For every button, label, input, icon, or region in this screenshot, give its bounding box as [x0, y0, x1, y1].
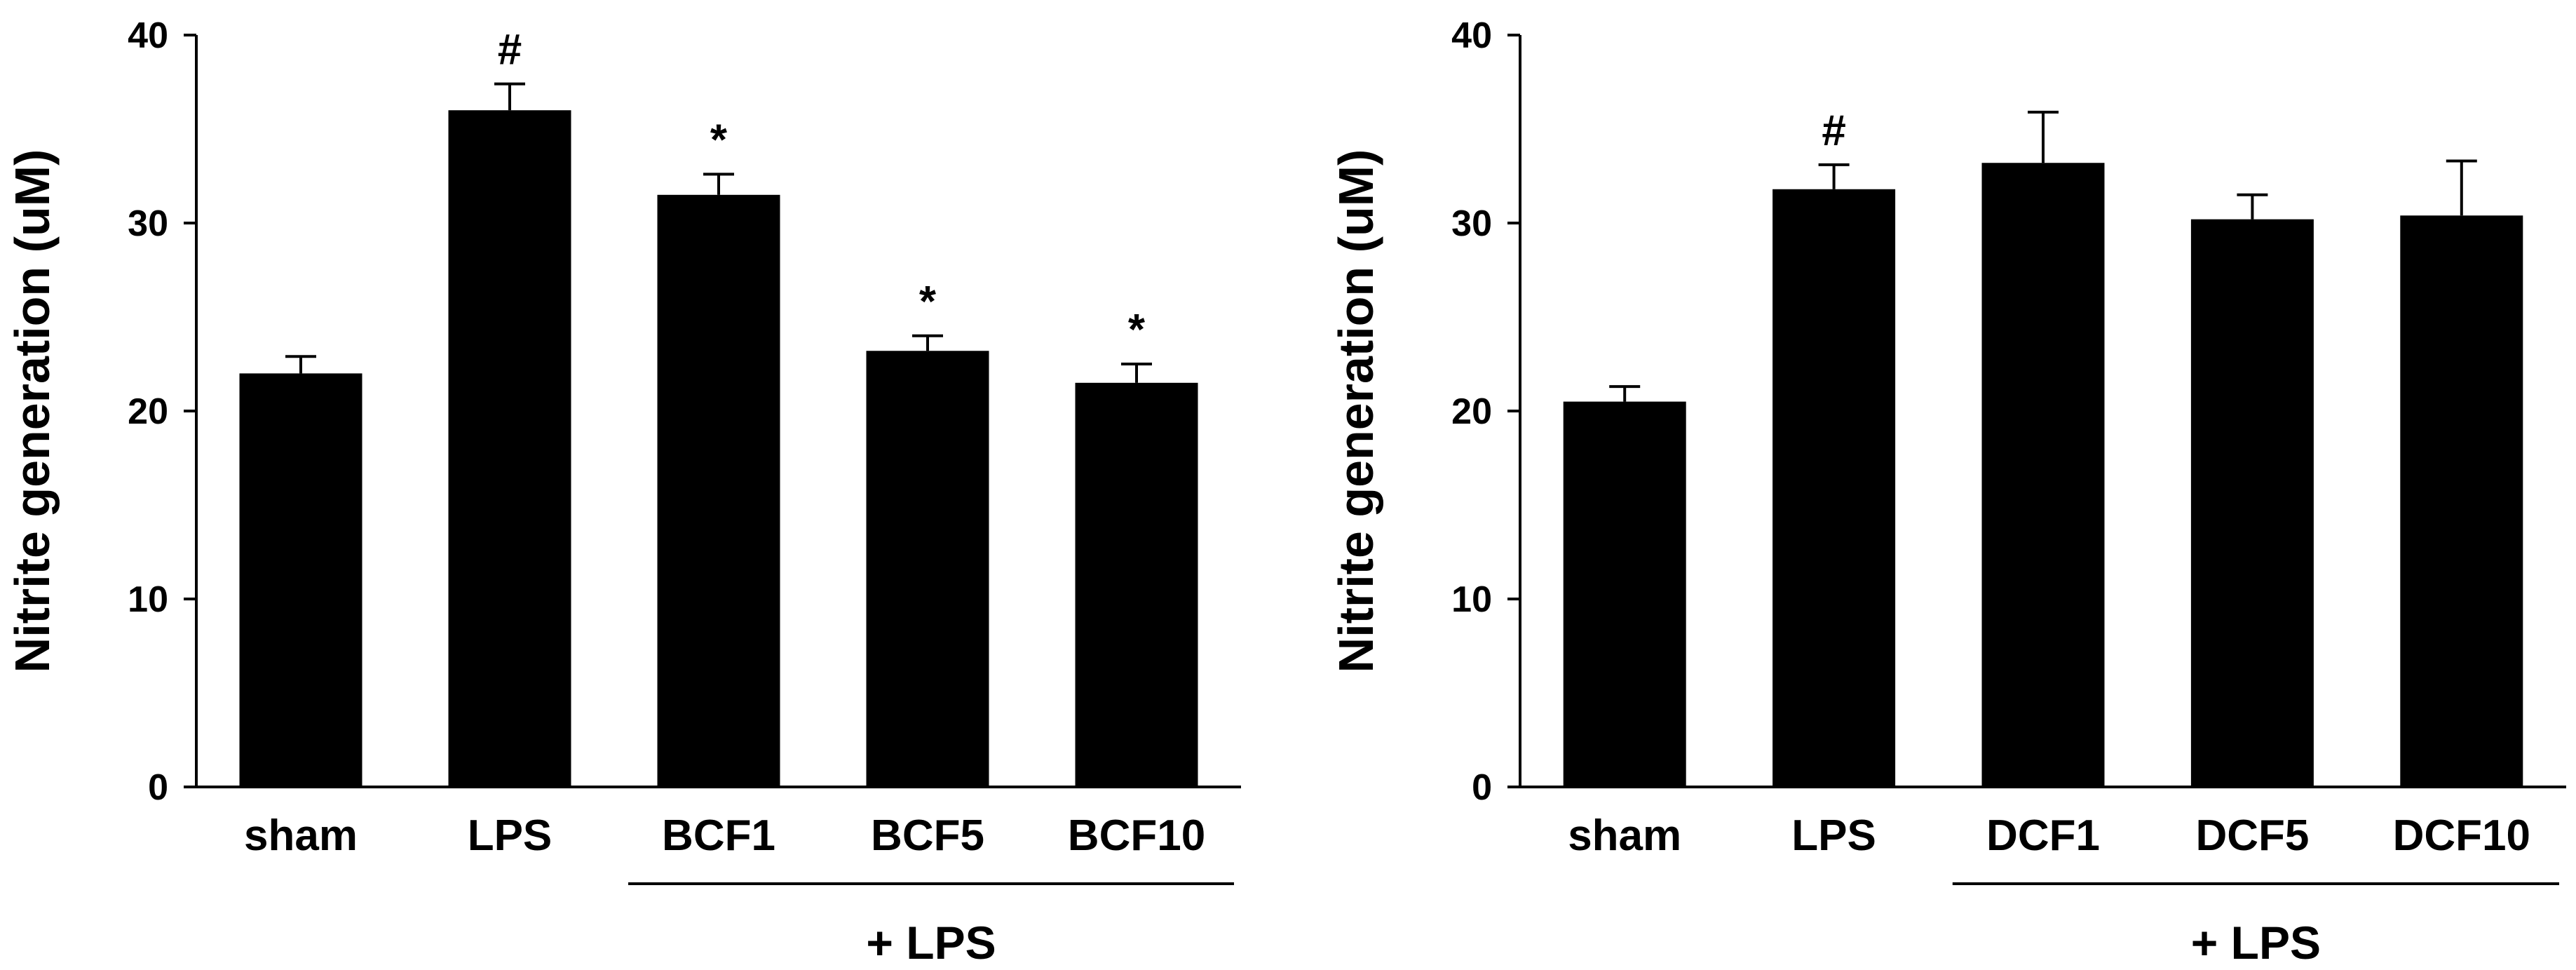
- y-tick-label-20: 20: [1451, 391, 1492, 432]
- bar-BCF1: [657, 194, 780, 787]
- x-tick-label-sham: sham: [244, 811, 358, 860]
- x-tick-label-LPS: LPS: [468, 811, 553, 860]
- x-tick-label-DCF1: DCF1: [1986, 811, 2100, 860]
- y-axis-title: Nitrite generation (uM): [5, 149, 60, 673]
- bar-DCF5: [2190, 219, 2314, 787]
- y-tick-label-40: 40: [1451, 15, 1492, 56]
- x-tick-label-LPS: LPS: [1791, 811, 1876, 860]
- bar-sham: [1563, 401, 1686, 787]
- y-tick-label-10: 10: [128, 579, 168, 620]
- bar-LPS: [1772, 189, 1896, 787]
- group-label: + LPS: [2191, 917, 2321, 969]
- significance-marker-BCF1: *: [710, 116, 728, 164]
- y-tick-label-30: 30: [128, 203, 168, 244]
- y-tick-label-30: 30: [1451, 203, 1492, 244]
- x-tick-label-BCF10: BCF10: [1068, 811, 1205, 860]
- group-label: + LPS: [866, 917, 996, 969]
- x-tick-label-DCF5: DCF5: [2195, 811, 2309, 860]
- x-tick-label-sham: sham: [1568, 811, 1681, 860]
- significance-marker-BCF10: *: [1128, 306, 1146, 354]
- y-tick-label-0: 0: [148, 767, 168, 808]
- bar-BCF5: [866, 351, 989, 787]
- bar-BCF10: [1075, 382, 1198, 787]
- y-tick-label-10: 10: [1451, 579, 1492, 620]
- significance-marker-BCF5: *: [919, 278, 937, 326]
- bar-DCF10: [2400, 215, 2523, 787]
- bar-sham: [239, 373, 362, 787]
- bar-DCF1: [1981, 163, 2105, 788]
- bar-LPS: [448, 110, 571, 787]
- x-tick-label-BCF1: BCF1: [662, 811, 775, 860]
- y-tick-label-0: 0: [1472, 767, 1492, 808]
- y-tick-label-20: 20: [128, 391, 168, 432]
- x-tick-label-BCF5: BCF5: [871, 811, 984, 860]
- chart-panel-1: sham # LPS * BCF1 * BCF5 * BCF10 0 10 20 30 40 Nitrite…: [5, 15, 1241, 969]
- chart-panel-2: sham # LPS DCF1 DCF5 DCF10 0 10 20 30 40 Nitrite ge…: [1329, 15, 2566, 969]
- significance-marker-LPS: #: [498, 26, 522, 74]
- significance-marker-LPS: #: [1822, 107, 1845, 155]
- y-tick-label-40: 40: [128, 15, 168, 56]
- x-tick-label-DCF10: DCF10: [2393, 811, 2530, 860]
- y-axis-title: Nitrite generation (uM): [1329, 149, 1383, 673]
